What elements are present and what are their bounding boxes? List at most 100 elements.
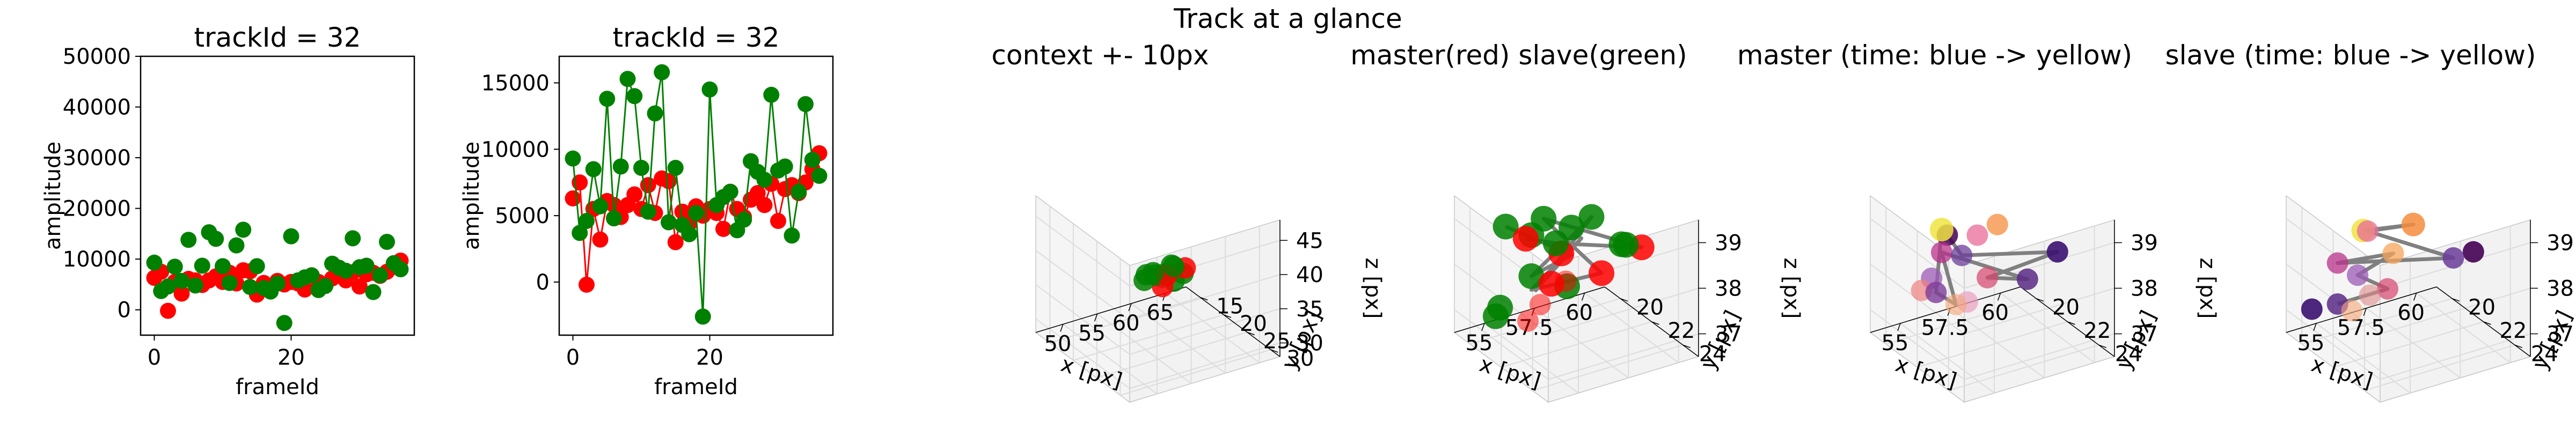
data-point <box>1925 282 1947 304</box>
data-point <box>1492 213 1519 240</box>
grid-line <box>1548 287 1699 335</box>
y-axis-label: amplitude <box>41 142 65 250</box>
data-point <box>592 198 609 214</box>
data-point <box>2357 220 2379 242</box>
grid-line <box>1035 284 1130 355</box>
data-point <box>701 81 718 98</box>
x-tick <box>1897 323 1901 331</box>
x-tick-label: 55 <box>1882 331 1909 356</box>
data-point <box>392 261 409 278</box>
data-point <box>160 278 176 295</box>
data-point <box>2442 247 2464 269</box>
data-point <box>654 64 670 80</box>
data-point <box>784 227 800 244</box>
y-tick <box>1199 297 1208 301</box>
y-tick-label: 20 <box>1636 295 1664 320</box>
data-point <box>1986 213 2008 235</box>
data-point <box>194 257 210 274</box>
chart-title: master(red) slave(green) <box>1350 40 1687 71</box>
data-point <box>317 278 334 294</box>
y-tick-label: 24 <box>2531 342 2558 366</box>
data-point <box>2301 298 2323 320</box>
y-tick-label: 25 <box>1263 329 1291 354</box>
y-tick <box>2514 344 2523 349</box>
y-tick-label: 0 <box>118 298 131 323</box>
x-tick-label: 20 <box>277 345 305 370</box>
grid-line <box>1870 309 1965 380</box>
data-point <box>1517 310 1539 332</box>
y-tick-label: 15 <box>1216 294 1243 319</box>
y-tick-label: 30000 <box>63 146 131 171</box>
z-axis-label: z [px] <box>1360 258 1385 319</box>
data-point <box>1931 241 1952 263</box>
z-tick-label: 35 <box>1296 297 1323 322</box>
grid-line <box>1469 298 1621 345</box>
y-tick-label: 24 <box>1699 342 1726 366</box>
z-axis-label: z [px] <box>1779 258 1804 319</box>
x-tick-label: 60 <box>1565 300 1593 325</box>
data-point <box>146 254 163 271</box>
data-point <box>715 220 731 237</box>
data-point <box>681 226 698 242</box>
x-tick <box>1481 323 1485 331</box>
chart-title: trackId = 32 <box>194 22 361 53</box>
y-tick-label: 40000 <box>63 95 131 120</box>
grid-line <box>2380 333 2531 380</box>
grid-line <box>1063 323 1158 395</box>
y-tick <box>2036 298 2044 302</box>
data-point <box>1558 214 1585 241</box>
y-tick <box>1682 344 1691 349</box>
y-tick-label: 24 <box>2115 342 2142 366</box>
grid-line <box>1964 287 2115 335</box>
grid-line <box>1548 333 1699 380</box>
panel-2-amplitude-line: trackId = 32 frameId amplitude 0 20 0 5000 1000… <box>459 22 834 400</box>
data-point <box>667 234 684 250</box>
grid-line <box>1885 298 2037 345</box>
x-tick <box>2363 308 2367 316</box>
data-point <box>647 105 663 122</box>
figure-suptitle: Track at a glance <box>1173 3 1402 34</box>
x-axis-label: frameId <box>654 375 738 400</box>
chart-title: context +- 10px <box>991 40 1209 71</box>
data-point <box>1589 260 1615 286</box>
data-point <box>640 203 656 220</box>
x-tick-label: 55 <box>1466 331 1493 356</box>
data-point <box>372 267 389 284</box>
grid-line <box>1501 321 1652 368</box>
data-point <box>228 237 245 254</box>
grid-line <box>1096 313 1192 384</box>
data-point <box>1555 270 1577 292</box>
z-tick-label: 45 <box>1296 228 1323 253</box>
data-point <box>1142 262 1164 284</box>
chart-title: trackId = 32 <box>612 22 779 53</box>
data-point <box>1513 226 1539 252</box>
data-point <box>1613 232 1639 258</box>
z-tick-label: 30 <box>1296 331 1323 356</box>
y-tick <box>2483 321 2491 325</box>
x-tick-label: 0 <box>566 345 580 370</box>
x-tick <box>2413 293 2417 301</box>
grid-line <box>2364 344 2515 391</box>
y-tick-label: 20000 <box>63 197 131 221</box>
y-tick-label: 22 <box>2500 319 2527 343</box>
z-tick-label: 39 <box>2131 231 2158 256</box>
data-point <box>811 167 828 184</box>
data-point <box>283 228 299 245</box>
data-point <box>379 234 395 250</box>
data-point <box>180 232 197 248</box>
y-tick-label: 20 <box>1240 312 1267 336</box>
grid-line <box>2286 309 2381 380</box>
data-point <box>626 186 643 203</box>
x-tick <box>1128 303 1132 312</box>
chart-title: master (time: blue -> yellow) <box>1737 40 2132 71</box>
x-tick <box>2313 323 2317 331</box>
data-point <box>661 214 677 231</box>
data-point <box>592 231 609 248</box>
x-tick-label: 60 <box>1113 311 1140 336</box>
grid-line <box>1096 331 1248 379</box>
x-tick-label: 0 <box>148 345 161 370</box>
data-point <box>633 160 649 176</box>
data-point <box>303 267 320 284</box>
y-tick-label: 22 <box>1668 319 1695 343</box>
